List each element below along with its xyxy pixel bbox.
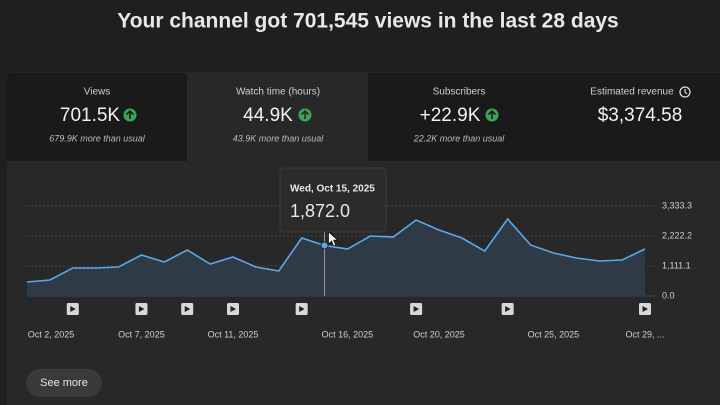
card-value: $3,374.58	[598, 105, 683, 126]
card-subscribers[interactable]	[368, 73, 549, 161]
line	[26, 217, 646, 283]
x-tick-label: Oct 29, ...	[625, 329, 664, 339]
page-title: Your channel got 701,545 views in the la…	[117, 10, 618, 33]
card-label: Views	[84, 87, 111, 98]
chart: 0.0 1,111.1 2,222.2 3,333.3 Oct 2, 2025 Oct 7…	[26, 167, 692, 339]
video-marker[interactable]	[295, 303, 308, 315]
card-views[interactable]	[7, 73, 187, 161]
y-tick-label: 0.0	[662, 290, 675, 300]
card-label: Estimated revenue	[590, 87, 674, 98]
area	[27, 218, 645, 296]
x-tick-label: Oct 11, 2025	[208, 329, 259, 339]
card-revenue[interactable]	[549, 73, 720, 161]
video-marker[interactable]	[66, 303, 79, 315]
video-marker[interactable]	[501, 303, 514, 315]
up-arrow-icon	[485, 108, 499, 122]
card-value: +22.9K	[420, 105, 481, 126]
card-value: 44.9K	[243, 105, 293, 126]
video-marker-play	[642, 306, 648, 312]
card-note: 679.9K more than usual	[49, 133, 146, 143]
x-tick-label: Oct 2, 2025	[28, 329, 75, 339]
card-label: Watch time (hours)	[236, 87, 320, 98]
card-label: Subscribers	[433, 87, 486, 98]
tooltip-value: 1,872.0	[290, 201, 350, 221]
tooltip-title: Wed, Oct 15, 2025	[290, 184, 375, 195]
video-marker[interactable]	[135, 303, 148, 315]
clock-icon	[679, 86, 691, 98]
up-arrow-icon	[123, 108, 137, 122]
video-marker[interactable]	[227, 303, 239, 315]
y-tick-label: 1,111.1	[662, 260, 691, 270]
x-tick-label: Oct 25, 2025	[528, 329, 580, 339]
card-value: 701.5K	[60, 105, 121, 126]
tooltip-box	[279, 167, 387, 233]
see-more-button[interactable]	[26, 369, 102, 397]
video-marker[interactable]	[410, 303, 423, 315]
y-tick-label: 2,222.2	[662, 230, 692, 240]
x-tick-label: Oct 20, 2025	[413, 329, 465, 339]
video-marker-play	[299, 306, 305, 312]
cursor	[328, 231, 339, 247]
video-marker-play	[413, 306, 420, 312]
x-tick-label: Oct 7, 2025	[118, 329, 165, 339]
video-marker-play	[184, 306, 191, 312]
video-marker-play	[70, 306, 76, 312]
video-marker[interactable]	[639, 303, 651, 315]
card-watch-time[interactable]	[187, 73, 368, 161]
hover-point	[320, 241, 329, 250]
button-label[interactable]: See more	[40, 377, 88, 389]
y-tick-label: 3,333.3	[662, 200, 692, 210]
video-marker-play	[230, 306, 236, 312]
video-marker[interactable]	[181, 303, 194, 315]
card-note: 43.9K more than usual	[233, 133, 325, 143]
up-arrow-icon	[298, 108, 312, 122]
video-marker-play	[505, 306, 511, 312]
x-tick-label: Oct 16, 2025	[322, 329, 374, 339]
card-note: 22.2K more than usual	[413, 133, 506, 143]
video-marker-play	[138, 306, 145, 312]
